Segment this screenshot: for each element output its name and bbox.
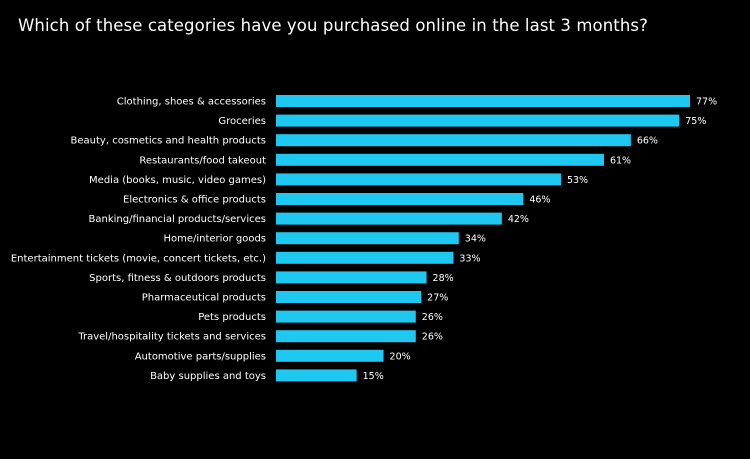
category-label: Beauty, cosmetics and health products xyxy=(71,136,266,147)
chart-title: Which of these categories have you purch… xyxy=(18,16,648,35)
bar xyxy=(276,95,690,107)
bar xyxy=(276,212,502,225)
value-label: 20% xyxy=(390,351,411,362)
bar xyxy=(276,349,384,362)
value-label: 42% xyxy=(508,214,529,225)
bar xyxy=(276,369,357,382)
category-label: Banking/financial products/services xyxy=(89,214,267,225)
bar xyxy=(276,114,680,127)
category-label: Pharmaceutical products xyxy=(142,293,266,304)
category-label: Entertainment tickets (movie, concert ti… xyxy=(11,253,266,264)
bars-group: Clothing, shoes & accessories 77% Grocerie… xyxy=(11,95,717,382)
value-label: 66% xyxy=(637,136,658,147)
bar xyxy=(276,291,422,303)
category-label: Automotive parts/supplies xyxy=(135,351,266,362)
category-label: Groceries xyxy=(218,116,266,127)
value-label: 26% xyxy=(422,312,443,323)
category-label: Media (books, music, video games) xyxy=(89,175,266,186)
category-label: Travel/hospitality tickets and services xyxy=(77,332,266,343)
bar xyxy=(276,193,524,205)
value-label: 46% xyxy=(529,195,550,206)
category-label: Baby supplies and toys xyxy=(150,371,266,382)
value-label: 34% xyxy=(465,234,486,245)
value-label: 75% xyxy=(685,116,706,127)
category-label: Restaurants/food takeout xyxy=(139,155,266,166)
value-label: 53% xyxy=(567,175,588,186)
bar xyxy=(276,251,454,264)
value-label: 27% xyxy=(427,293,448,304)
bar xyxy=(276,153,604,166)
bar xyxy=(276,310,416,323)
bar xyxy=(276,134,631,147)
value-label: 15% xyxy=(363,371,384,382)
value-label: 33% xyxy=(459,253,480,264)
value-label: 77% xyxy=(696,97,717,108)
value-label: 61% xyxy=(610,155,631,166)
category-label: Pets products xyxy=(198,312,266,323)
category-label: Electronics & office products xyxy=(123,195,266,206)
value-label: 28% xyxy=(433,273,454,284)
category-label: Clothing, shoes & accessories xyxy=(117,97,266,108)
bar xyxy=(276,173,561,186)
category-label: Sports, fitness & outdoors products xyxy=(89,273,266,284)
value-label: 26% xyxy=(422,332,443,343)
bar xyxy=(276,232,459,245)
category-label: Home/interior goods xyxy=(163,234,266,245)
bar xyxy=(276,330,416,343)
bar xyxy=(276,271,427,284)
